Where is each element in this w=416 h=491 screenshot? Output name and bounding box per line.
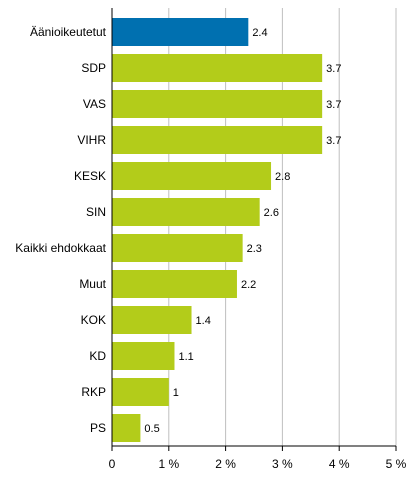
value-label: 2.8 (275, 171, 290, 183)
x-tick-label: 4 % (329, 457, 350, 471)
axis-layer: 0 1 % 2 % 3 % 4 % 5 % (109, 8, 407, 471)
bar (112, 18, 249, 46)
value-label: 2.4 (252, 27, 267, 39)
category-label: Kaikki ehdokkaat (15, 241, 106, 255)
value-label: 1 (173, 387, 179, 399)
category-label: SIN (86, 205, 106, 219)
value-label: 3.7 (326, 63, 341, 75)
bar (112, 234, 243, 262)
category-label: KD (89, 349, 106, 363)
value-label: 3.7 (326, 99, 341, 111)
bar (112, 54, 323, 82)
x-tick-label: 1 % (158, 457, 179, 471)
value-label: 0.5 (144, 423, 159, 435)
x-tick-label: 2 % (215, 457, 236, 471)
category-label: VAS (83, 97, 106, 111)
bar (112, 162, 272, 190)
category-label: RKP (81, 385, 106, 399)
x-tick-label: 0 (109, 457, 116, 471)
bar (112, 378, 169, 406)
value-label: 3.7 (326, 135, 341, 147)
value-label: 2.3 (247, 243, 262, 255)
category-label: SDP (81, 61, 106, 75)
category-label: Muut (79, 277, 106, 291)
value-label: 2.6 (264, 207, 279, 219)
bars-layer (112, 18, 323, 442)
x-tick-label: 3 % (272, 457, 293, 471)
bar (112, 414, 141, 442)
value-label: 2.2 (241, 279, 256, 291)
category-label: KOK (81, 313, 106, 327)
bar (112, 270, 237, 298)
value-label: 1.1 (178, 351, 193, 363)
bar (112, 90, 323, 118)
bar (112, 306, 192, 334)
value-label: 1.4 (196, 315, 211, 327)
bar (112, 126, 323, 154)
bar (112, 342, 175, 370)
category-label: KESK (74, 169, 106, 183)
x-tick-label: 5 % (386, 457, 407, 471)
category-label: Äänioikeutetut (30, 25, 107, 39)
bar (112, 198, 260, 226)
category-label: VIHR (77, 133, 106, 147)
category-label: PS (90, 421, 106, 435)
labels-layer: Äänioikeutetut 2.4 SDP 3.7 VAS 3.7 VIHR 3.7 KESK… (15, 25, 341, 435)
